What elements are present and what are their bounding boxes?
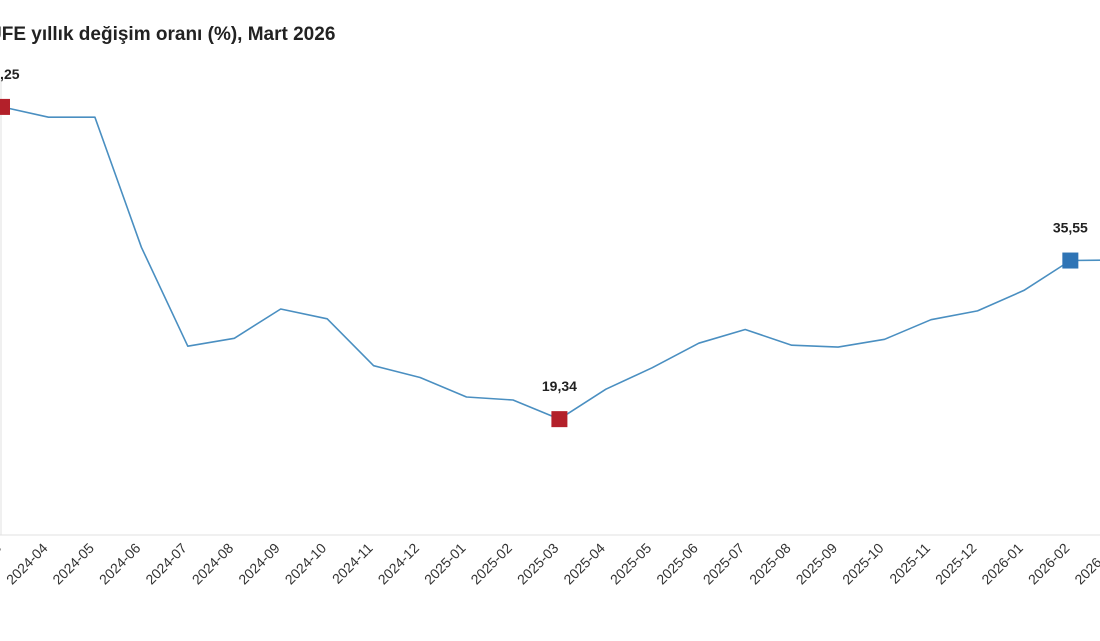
x-tick-label: 2026-02 <box>1025 540 1073 588</box>
x-tick-label: 2024-12 <box>375 540 423 588</box>
x-tick-label: 2024-11 <box>329 540 376 587</box>
data-point-marker[interactable] <box>1062 252 1079 269</box>
x-tick-label: 2024-10 <box>282 540 330 588</box>
x-tick-label: 2026-01 <box>978 540 1026 588</box>
x-tick-label: 2025-01 <box>421 540 469 588</box>
x-tick-label: 2024-05 <box>49 540 97 588</box>
data-point-marker[interactable] <box>551 411 568 428</box>
data-point-marker[interactable] <box>0 98 10 115</box>
x-tick-label: 2025-08 <box>746 540 794 588</box>
data-point-label: 51,25 <box>0 66 20 82</box>
x-tick-label: 2025-11 <box>886 540 933 587</box>
x-tick-labels: 2024-032024-042024-052024-062024-072024-… <box>0 540 1100 588</box>
x-tick-label: 2024-06 <box>96 540 144 588</box>
x-tick-label: 2025-07 <box>700 540 748 588</box>
x-tick-label: 2026-03 <box>1071 540 1100 588</box>
x-tick-label: 2025-12 <box>932 540 980 588</box>
x-tick-label: 2025-04 <box>560 540 608 588</box>
data-point-label: 35,55 <box>1053 220 1088 236</box>
series-line <box>1 106 1100 420</box>
x-tick-label: 2025-10 <box>839 540 887 588</box>
markers-group: 51,25 19,34 35,55 <box>0 66 1088 428</box>
x-tick-label: 2025-03 <box>514 540 562 588</box>
x-tick-label: 2024-03 <box>0 540 4 588</box>
x-tick-label: 2024-09 <box>235 540 283 588</box>
x-tick-label: 2025-09 <box>793 540 841 588</box>
x-tick-label: 2024-07 <box>142 540 190 588</box>
series-line-group <box>1 106 1100 420</box>
data-point-label: 19,34 <box>542 378 577 394</box>
x-tick-label: 2024-04 <box>3 540 51 588</box>
x-tick-label: 2025-06 <box>653 540 701 588</box>
x-tick-label: 2024-08 <box>189 540 237 588</box>
chart-title: ÜFE yıllık değişim oranı (%), Mart 2026 <box>0 24 336 45</box>
x-tick-label: 2025-02 <box>467 540 515 588</box>
x-tick-label: 2025-05 <box>607 540 655 588</box>
